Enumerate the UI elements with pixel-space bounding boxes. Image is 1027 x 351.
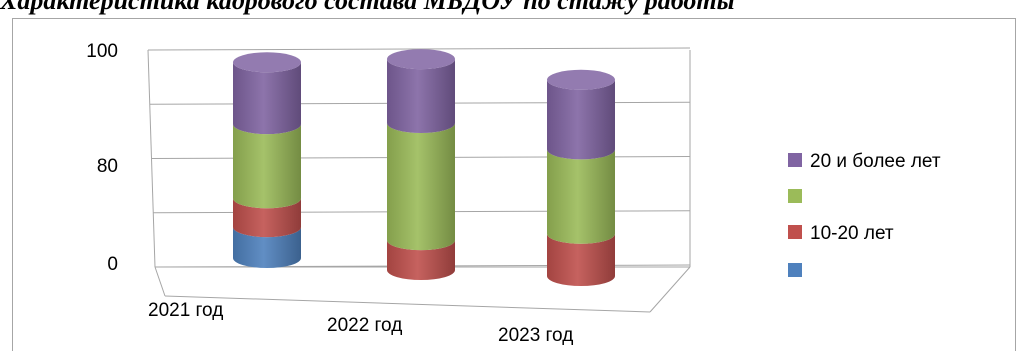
bar-segment [233, 124, 301, 209]
legend-swatch [788, 225, 802, 239]
legend-swatch [788, 189, 802, 203]
bar-top-cap [233, 52, 301, 73]
bar-segment [233, 198, 301, 238]
bar-segment [547, 79, 615, 160]
bars-layer [233, 49, 615, 286]
y-tick-label: 100 [86, 41, 118, 62]
chart-frame [12, 18, 1016, 351]
bar-segment [387, 123, 455, 251]
bar-segment [387, 59, 455, 134]
labels-layer: 0 80 100 2021 год 2022 год 2023 год [86, 41, 573, 346]
chart-title: Характеристика кадрового состава МБДОУ п… [0, 0, 735, 15]
y-tick-label: 80 [97, 156, 118, 177]
x-tick-label: 2022 год [327, 315, 402, 336]
x-tick-label: 2023 год [498, 325, 573, 346]
legend-label: 10-20 лет [810, 223, 894, 244]
bar-segment [233, 227, 301, 268]
bar-segment [233, 62, 301, 135]
legend-label: 5-10 лет [810, 261, 883, 282]
legend: 20 и более лет 10-20 лет 5-10 лет [788, 151, 941, 282]
bar-top-cap [547, 69, 615, 90]
bar-segment [547, 149, 615, 244]
bar-top-cap [387, 49, 455, 70]
x-tick-label: 2021 год [148, 300, 223, 321]
bar-segment [387, 240, 455, 280]
y-tick-label: 0 [107, 254, 118, 275]
legend-swatch [788, 153, 802, 167]
bar-segment [547, 233, 615, 286]
legend-label: 20 и более лет [810, 151, 941, 172]
legend-swatch [788, 263, 802, 277]
